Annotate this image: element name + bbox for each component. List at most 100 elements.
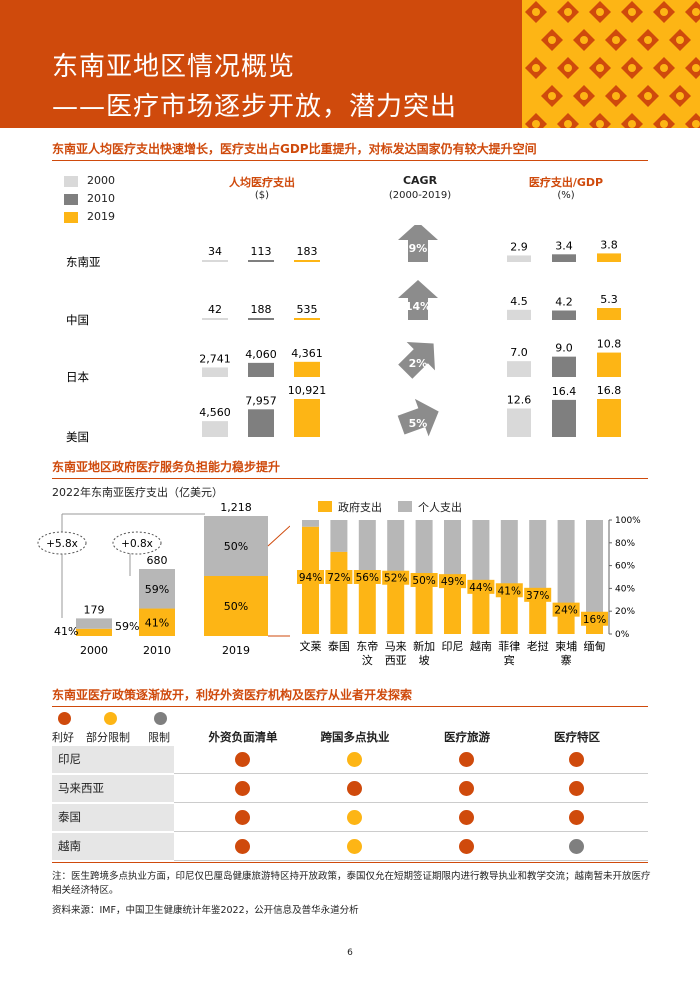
motif-center xyxy=(564,64,572,72)
gdp-bar xyxy=(552,310,576,320)
personal-share-bar xyxy=(387,520,405,575)
y-tick-label: 20% xyxy=(615,607,635,617)
motif-center xyxy=(548,36,556,44)
spend-bar-label: 4,361 xyxy=(291,347,323,360)
legend-swatch-2019 xyxy=(64,212,78,223)
motif-center xyxy=(532,8,540,16)
spend-bar xyxy=(294,399,320,437)
section2-title: 东南亚地区政府医疗服务负担能力稳步提升 xyxy=(52,460,281,474)
spend-bar-label: 2,741 xyxy=(199,352,231,365)
y-tick-label: 80% xyxy=(615,539,635,549)
growth-badge xyxy=(112,531,162,555)
spend-bar xyxy=(294,260,320,262)
government-share-bar xyxy=(358,570,376,634)
legend-label-partial: 部分限制 xyxy=(86,731,130,744)
legend-dot-favorable xyxy=(58,712,71,725)
cagr-value: 14% xyxy=(405,300,431,313)
legend-swatch-2000 xyxy=(64,176,78,187)
personal-share-label: 59% xyxy=(145,583,169,596)
policy-status-dot xyxy=(347,781,362,796)
gdp-bar xyxy=(597,399,621,437)
legend-label-2000: 2000 xyxy=(87,174,115,187)
section3-rule xyxy=(52,706,648,707)
government-bar xyxy=(139,608,175,636)
spend-bar xyxy=(248,318,274,320)
country-label: 缅甸 xyxy=(584,639,606,653)
policy-status-dot xyxy=(235,839,250,854)
government-share-label: 41% xyxy=(145,616,169,629)
country-label: 泰国 xyxy=(328,639,350,653)
motif-center xyxy=(676,36,684,44)
spend-bar xyxy=(202,367,228,377)
section1-title: 东南亚人均医疗支出快速增长，医疗支出占GDP比重提升，对标发达国家仍有较大提升空… xyxy=(52,142,537,156)
government-share-bar xyxy=(529,591,547,634)
header-gdp-ratio-unit: (%) xyxy=(557,190,575,201)
share-label-bg xyxy=(410,573,438,587)
gdp-bar-label: 16.8 xyxy=(597,384,622,397)
gdp-bar-label: 3.4 xyxy=(555,239,573,252)
share-label-bg xyxy=(581,611,608,626)
legend-label-2010: 2010 xyxy=(87,192,115,205)
header-per-capita-unit: ($) xyxy=(254,190,270,201)
legend-swatch-government xyxy=(318,501,332,512)
spend-bar-label: 535 xyxy=(297,303,318,316)
share-label: 56% xyxy=(356,572,379,584)
country-label: 寨 xyxy=(561,653,572,667)
policy-status-dot xyxy=(569,752,584,767)
personal-share-bar xyxy=(358,520,376,571)
government-share-bar xyxy=(500,587,518,634)
country-label: 宾 xyxy=(504,653,515,667)
motif-center xyxy=(580,36,588,44)
row-label-0: 东南亚 xyxy=(66,255,101,269)
spend-bar-label: 7,957 xyxy=(245,394,277,407)
gdp-bar xyxy=(552,399,576,437)
spend-bar xyxy=(248,409,274,437)
spend-bar-label: 4,560 xyxy=(199,406,231,419)
spend-bar-label: 42 xyxy=(208,303,222,316)
year-label: 2000 xyxy=(80,644,108,657)
share-label: 16% xyxy=(583,614,606,626)
gdp-bar-label: 7.0 xyxy=(510,346,528,359)
share-label-bg xyxy=(495,583,523,598)
share-label-bg xyxy=(353,570,381,584)
policy-status-dot xyxy=(569,781,584,796)
policy-status-dot xyxy=(235,810,250,825)
policy-status-dot xyxy=(459,781,474,796)
share-label: 41% xyxy=(498,585,521,597)
share-label: 24% xyxy=(554,605,577,617)
spend-bar xyxy=(202,318,228,320)
total-label: 1,218 xyxy=(220,501,252,514)
policy-status-dot xyxy=(235,752,250,767)
motif-center xyxy=(660,64,668,72)
gdp-bar xyxy=(597,253,621,262)
motif-center xyxy=(580,92,588,100)
personal-share-bar xyxy=(557,520,575,607)
policy-row-label: 马来西亚 xyxy=(52,775,174,802)
row-label-3: 美国 xyxy=(66,430,89,444)
motif-center xyxy=(644,36,652,44)
personal-share-label: 50% xyxy=(224,540,248,553)
legend-swatch-2010 xyxy=(64,194,78,205)
column-header-multi-site-practice: 跨国多点执业 xyxy=(320,730,390,744)
share-label-bg xyxy=(382,570,410,585)
spend-bar-label: 10,921 xyxy=(288,384,327,397)
share-label: 72% xyxy=(327,572,350,584)
share-label-bg xyxy=(524,587,552,602)
country-label: 新加 xyxy=(413,639,435,653)
motif-center xyxy=(628,120,636,128)
government-bar xyxy=(204,576,268,636)
row-divider xyxy=(174,773,648,774)
country-label: 东帝 xyxy=(356,639,378,653)
legend-dot-partial xyxy=(104,712,117,725)
gdp-bar-label: 2.9 xyxy=(510,240,528,253)
policy-row-label: 越南 xyxy=(52,833,174,860)
share-label: 37% xyxy=(526,590,549,602)
gdp-bar xyxy=(552,356,576,377)
personal-share-bar xyxy=(444,520,461,579)
legend-label-government: 政府支出 xyxy=(338,501,382,514)
legend-label-restricted: 限制 xyxy=(148,731,170,744)
government-share-label: 41% xyxy=(54,625,78,638)
connector-line xyxy=(267,525,290,547)
motif-center xyxy=(628,64,636,72)
